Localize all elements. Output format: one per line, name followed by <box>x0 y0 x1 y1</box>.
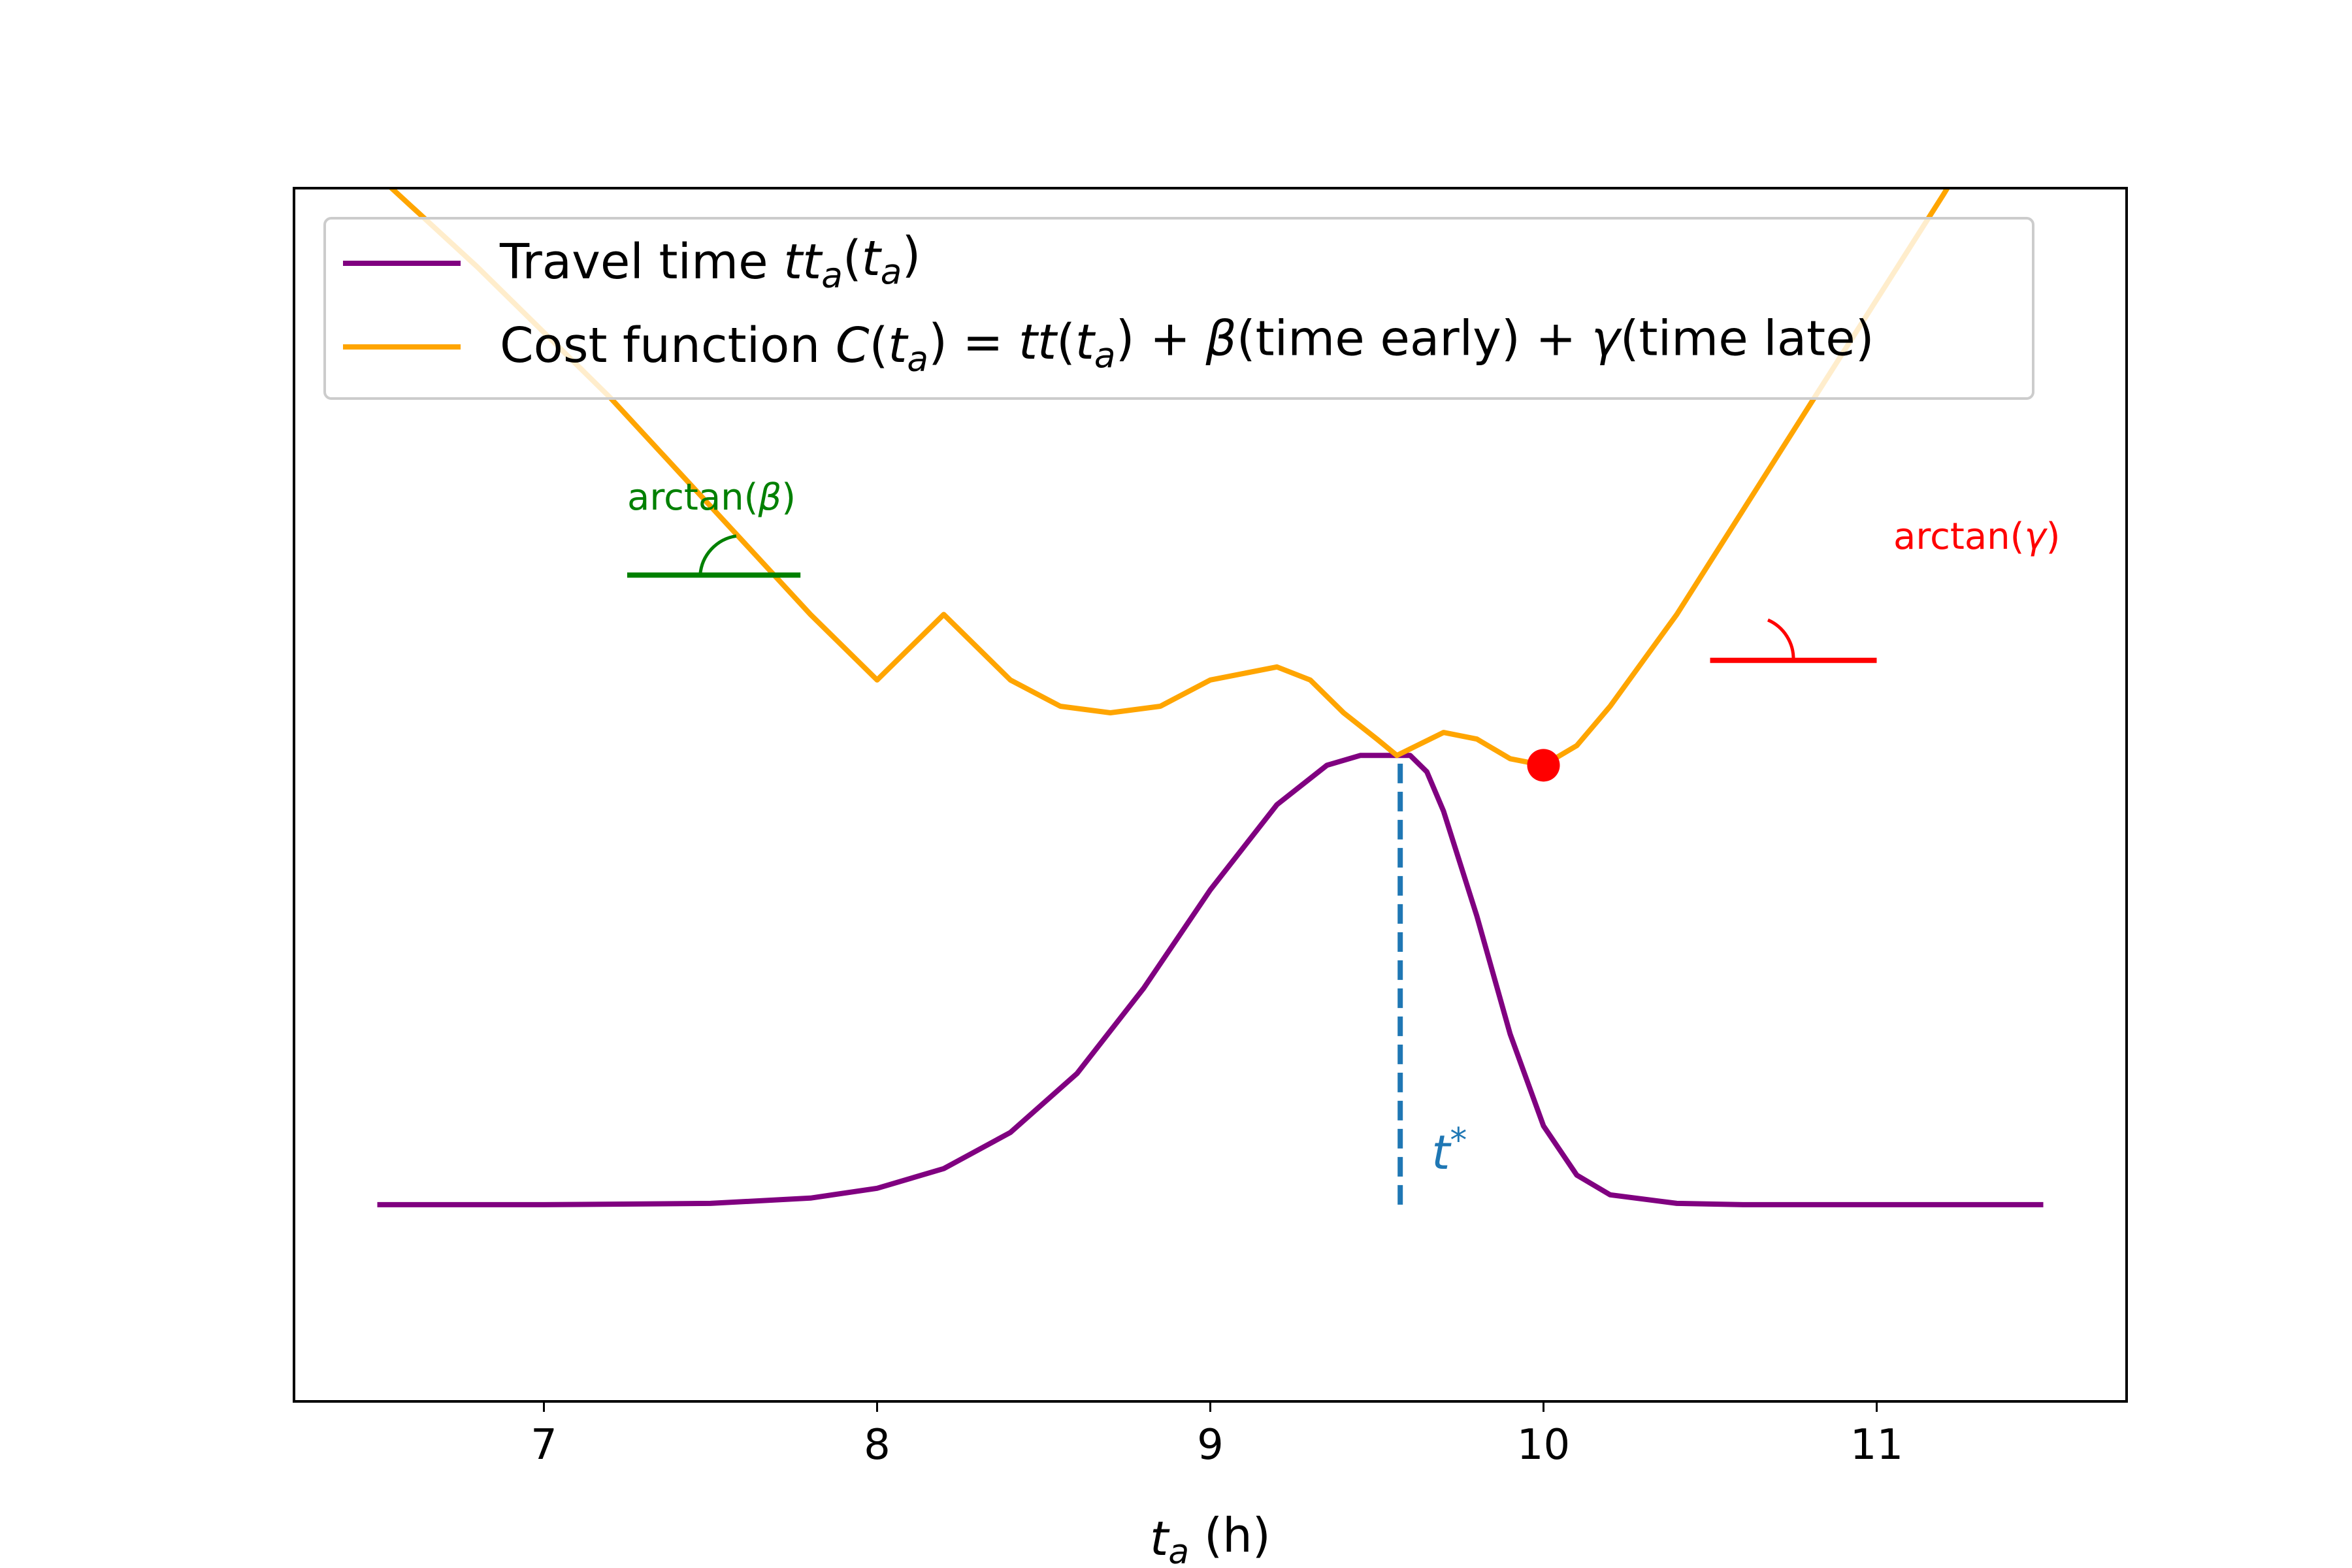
legend-box <box>323 217 2034 400</box>
legend-label: Cost function C(ta) = tt(ta) + β(time ea… <box>500 311 1874 380</box>
x-axis-label: ta (h) <box>1150 1508 1271 1568</box>
x-tick-label: 8 <box>864 1421 890 1469</box>
legend-label: Travel time tta(ta) <box>499 227 921 296</box>
x-tick-label: 7 <box>531 1421 557 1469</box>
x-tick-label: 9 <box>1197 1421 1224 1469</box>
optimal-point-marker <box>1527 749 1560 782</box>
legend: Travel time tta(ta) Cost function C(ta) =… <box>323 217 2034 400</box>
t-star-label: t* <box>1431 1121 1467 1180</box>
beta-angle-arc <box>698 534 737 576</box>
gamma-angle-label: arctan(γ) <box>1893 515 2061 558</box>
x-tick-label: 10 <box>1517 1421 1570 1469</box>
x-tick-label: 11 <box>1850 1421 1903 1469</box>
plot-data: t* arctan(β) arctan(γ) <box>377 188 2061 1207</box>
cost-function-line <box>387 188 1951 768</box>
beta-angle-label: arctan(β) <box>627 476 796 519</box>
travel-time-line <box>377 753 2044 1207</box>
gamma-angle-arc <box>1767 618 1795 661</box>
